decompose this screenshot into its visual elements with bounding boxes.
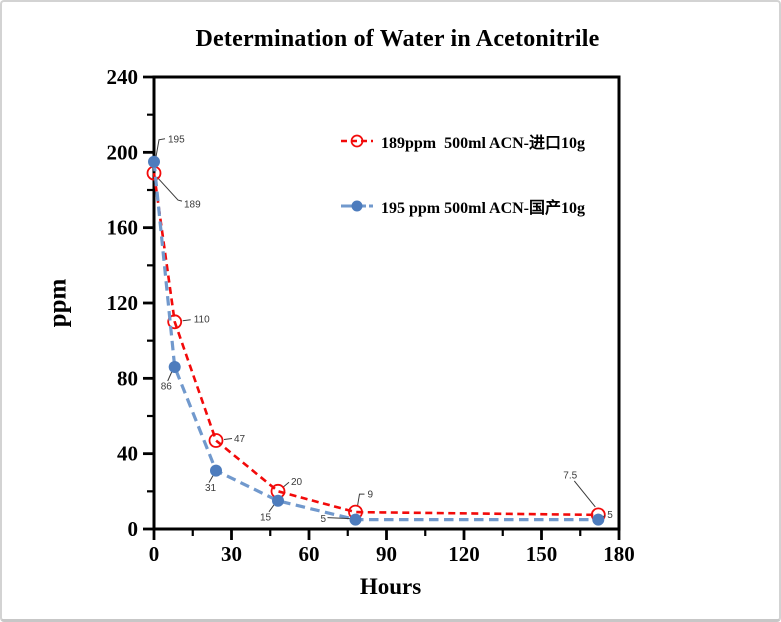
legend-swatch-red-dashed-open-circle bbox=[341, 134, 373, 148]
x-tick-label: 60 bbox=[299, 542, 320, 566]
series-line-1 bbox=[152, 161, 599, 522]
data-point-filled-circle bbox=[592, 513, 605, 526]
y-axis: 0 40 80 120 160 200 240 bbox=[107, 65, 153, 541]
point-label: 5 bbox=[321, 514, 327, 525]
data-point-open-circle bbox=[208, 433, 224, 448]
y-tick-label: 240 bbox=[107, 65, 139, 89]
x-tick-label: 0 bbox=[149, 542, 160, 566]
series-line-0 bbox=[152, 172, 599, 517]
legend-item-imported: 189ppm 500ml ACN-进口10g bbox=[340, 129, 585, 153]
point-label: 7.5 bbox=[563, 470, 577, 481]
point-label: 47 bbox=[234, 434, 246, 445]
legend-marker-open-circle bbox=[350, 134, 364, 148]
x-tick-label: 180 bbox=[603, 542, 635, 566]
y-tick-label: 80 bbox=[117, 366, 138, 390]
point-label-leader bbox=[357, 493, 365, 507]
point-label: 189 bbox=[184, 200, 201, 211]
data-point-filled-circle bbox=[168, 361, 181, 373]
series-1: 195 86 31 15 5 5 bbox=[148, 134, 613, 526]
data-point-filled-circle bbox=[272, 494, 284, 507]
y-tick-label: 0 bbox=[128, 517, 139, 541]
plot-border bbox=[152, 75, 621, 531]
chart-title: Determination of Water in Acetonitrile bbox=[195, 26, 600, 52]
point-label-leader bbox=[208, 475, 214, 483]
y-axis-title-wrap: ppm bbox=[36, 2, 80, 604]
x-tick-label: 150 bbox=[526, 542, 558, 566]
point-label-leader bbox=[282, 481, 290, 488]
point-label-leader bbox=[182, 319, 191, 322]
data-point-filled-circle bbox=[210, 464, 222, 477]
data-point-filled-circle bbox=[349, 513, 362, 526]
legend-item-domestic: 195 ppm 500ml ACN-国产10g bbox=[340, 194, 585, 218]
point-label-leader bbox=[155, 138, 166, 157]
legend-label-imported: 189ppm 500ml ACN-进口10g bbox=[381, 135, 586, 152]
point-label-leader bbox=[223, 438, 233, 440]
y-tick-label: 40 bbox=[117, 442, 138, 466]
data-point-filled-circle bbox=[148, 155, 160, 168]
legend-label-domestic: 195 ppm 500ml ACN-国产10g bbox=[381, 200, 586, 217]
point-label-leader bbox=[573, 480, 596, 508]
y-tick-label: 160 bbox=[107, 216, 139, 240]
point-label: 5 bbox=[607, 510, 613, 521]
point-label-leader bbox=[156, 176, 183, 202]
x-tick-label: 90 bbox=[376, 542, 397, 566]
point-label-leader bbox=[268, 504, 275, 513]
legend-marker-filled-circle bbox=[351, 200, 363, 212]
point-label: 31 bbox=[205, 483, 217, 494]
point-label: 86 bbox=[161, 382, 173, 393]
data-point-open-circle bbox=[167, 314, 183, 330]
point-label: 9 bbox=[368, 490, 374, 501]
point-label-leader bbox=[167, 371, 173, 382]
point-label: 110 bbox=[194, 314, 210, 325]
legend-swatch-blue-dashed-filled-circle bbox=[341, 200, 373, 212]
x-axis: 0 30 60 90 120 150 180 bbox=[149, 530, 635, 566]
y-axis-title: ppm bbox=[44, 278, 72, 328]
point-label: 195 bbox=[168, 134, 185, 145]
point-label: 20 bbox=[291, 477, 303, 488]
point-label: 15 bbox=[260, 512, 272, 523]
y-tick-label: 120 bbox=[107, 291, 139, 315]
y-tick-label: 200 bbox=[107, 140, 139, 164]
point-label-leader bbox=[327, 517, 351, 520]
x-axis-title: Hours bbox=[359, 574, 422, 599]
x-tick-label: 30 bbox=[221, 542, 242, 566]
x-tick-label: 120 bbox=[448, 542, 480, 566]
